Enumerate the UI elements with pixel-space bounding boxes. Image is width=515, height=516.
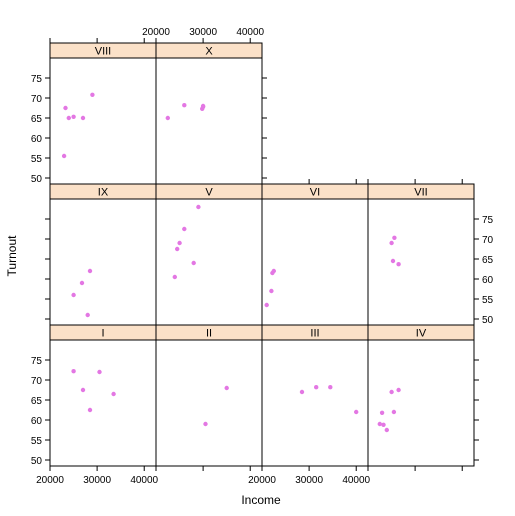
panel-frame: [49, 198, 157, 326]
data-point: [87, 268, 93, 274]
data-point: [71, 369, 76, 374]
data-point: [61, 153, 67, 159]
data-point: [381, 422, 386, 427]
data-point: [175, 246, 180, 252]
y-tick-label: 65: [31, 114, 43, 125]
panel-strip-label: VII: [414, 187, 427, 199]
y-tick-label: 75: [31, 74, 43, 85]
data-point: [203, 421, 208, 427]
data-point: [264, 302, 269, 308]
panel-strip-label: VIII: [95, 46, 112, 58]
data-point: [314, 385, 319, 390]
data-point: [299, 389, 305, 395]
data-point: [391, 409, 397, 415]
data-point: [71, 114, 76, 120]
x-tick-label: 20000: [142, 27, 170, 38]
data-point: [79, 280, 85, 286]
y-tick-label: 55: [31, 436, 43, 447]
y-tick-label: 50: [31, 456, 43, 467]
x-tick-label: 40000: [236, 27, 264, 38]
panel-frames: [49, 57, 475, 467]
data-point: [328, 385, 333, 390]
y-tick-label: 50: [482, 315, 494, 326]
data-point: [87, 407, 93, 413]
y-tick-label: 50: [31, 174, 43, 185]
panel-frame: [155, 198, 263, 326]
y-tick-label: 75: [31, 356, 43, 367]
data-point: [177, 240, 182, 246]
y-tick-label: 75: [482, 215, 494, 226]
data-point: [389, 389, 394, 395]
data-point: [182, 226, 187, 232]
data-point: [63, 105, 68, 111]
x-tick-label: 20000: [36, 475, 64, 486]
tick-labels: 50 55 60 65 70 75 50 55 60 65 70 75 50 55 60 65 70 75 2000…: [31, 27, 494, 486]
x-axis-label: Income: [241, 493, 281, 507]
data-point: [392, 235, 397, 240]
y-axis-label: Turnout: [5, 235, 19, 277]
y-tick-label: 65: [482, 255, 494, 266]
y-tick-label: 60: [31, 134, 43, 145]
data-point: [66, 115, 72, 121]
y-tick-label: 70: [31, 376, 43, 387]
panel-strip-label: V: [205, 187, 213, 199]
data-point: [271, 268, 276, 274]
data-points: [61, 92, 401, 433]
data-point: [182, 103, 187, 108]
x-tick-label: 20000: [248, 475, 276, 486]
x-tick-label: 40000: [130, 475, 158, 486]
panel-strip-label: I: [101, 328, 104, 340]
data-point: [80, 387, 86, 393]
data-point: [389, 240, 394, 246]
axis-ticks: [45, 38, 479, 471]
data-point: [172, 274, 177, 280]
panel-strip-label: X: [205, 46, 213, 58]
panel-frame: [155, 339, 263, 467]
y-tick-label: 60: [482, 275, 494, 286]
x-tick-label: 30000: [83, 475, 111, 486]
data-point: [396, 387, 401, 393]
data-point: [85, 312, 90, 318]
y-tick-label: 55: [31, 154, 43, 165]
data-point: [354, 409, 359, 415]
x-tick-label: 30000: [295, 475, 323, 486]
data-point: [377, 421, 382, 427]
panel-frame: [49, 57, 157, 185]
panel-frame: [261, 339, 369, 467]
panel-frame: [261, 198, 369, 326]
data-point: [200, 103, 206, 109]
data-point: [90, 92, 95, 98]
x-tick-label: 40000: [342, 475, 370, 486]
panel-frame: [367, 198, 475, 326]
y-tick-label: 55: [482, 295, 494, 306]
panel-frame: [155, 57, 263, 185]
y-tick-label: 60: [31, 416, 43, 427]
panel-strip-label: II: [206, 328, 212, 340]
data-point: [71, 292, 76, 298]
data-point: [396, 262, 401, 267]
y-tick-label: 65: [31, 396, 43, 407]
panel-frame: [49, 339, 157, 467]
x-tick-label: 30000: [189, 27, 217, 38]
data-point: [196, 204, 201, 210]
panel-strip-label: VI: [310, 187, 320, 199]
panel-frame: [367, 339, 475, 467]
data-point: [80, 115, 86, 121]
y-tick-label: 70: [31, 94, 43, 105]
data-point: [191, 260, 196, 266]
panel-strip-label: IX: [98, 187, 109, 199]
data-point: [390, 258, 396, 264]
data-point: [97, 369, 102, 375]
data-point: [111, 391, 116, 397]
data-point: [379, 410, 385, 415]
data-point: [165, 115, 170, 121]
panel-strip-label: III: [310, 328, 319, 340]
data-point: [224, 385, 229, 391]
y-tick-label: 70: [482, 235, 494, 246]
panel-strip-label: IV: [416, 328, 427, 340]
data-point: [384, 427, 389, 433]
data-point: [269, 288, 274, 294]
